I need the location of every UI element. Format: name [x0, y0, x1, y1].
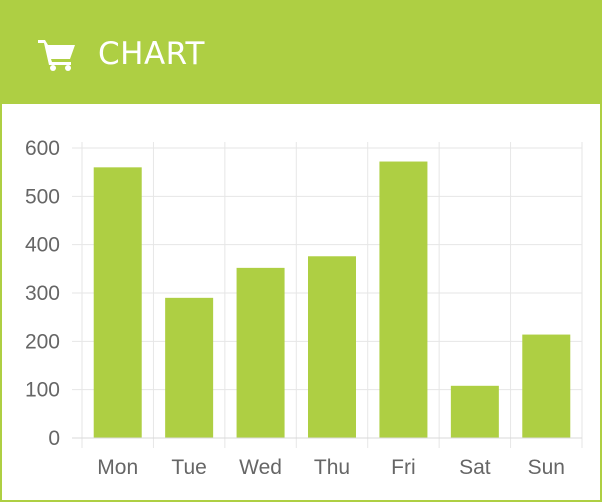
- y-tick-label: 300: [25, 282, 60, 305]
- bar-sat: [450, 385, 499, 438]
- bar-wed: [236, 267, 285, 438]
- x-tick-label: Thu: [314, 456, 350, 479]
- bar-thu: [308, 256, 356, 438]
- bar-sun: [522, 334, 571, 438]
- y-tick-label: 600: [25, 137, 60, 160]
- y-tick-label: 0: [48, 427, 60, 450]
- bar-tue: [165, 297, 214, 438]
- axis-layer: 0 100 200 300 400 500 600 Mon Tue Wed Thu Fri Sat Sun: [25, 137, 582, 479]
- x-tick-label: Sun: [528, 456, 565, 479]
- panel-title: CHART: [98, 36, 205, 72]
- y-tick-label: 500: [25, 185, 60, 208]
- bars-layer: [93, 161, 571, 439]
- x-tick-label: Sat: [459, 456, 491, 479]
- x-tick-label: Wed: [239, 456, 282, 479]
- panel-header: CHART: [2, 2, 600, 104]
- y-tick-label: 200: [25, 330, 60, 353]
- y-tick-label: 100: [25, 379, 60, 402]
- x-tick-label: Mon: [97, 456, 138, 479]
- bar-fri: [379, 161, 428, 439]
- x-tick-label: Tue: [171, 456, 206, 479]
- y-tick-label: 400: [25, 234, 60, 257]
- bar-mon: [93, 167, 142, 439]
- shopping-cart-icon: [38, 40, 75, 71]
- x-tick-label: Fri: [391, 456, 416, 479]
